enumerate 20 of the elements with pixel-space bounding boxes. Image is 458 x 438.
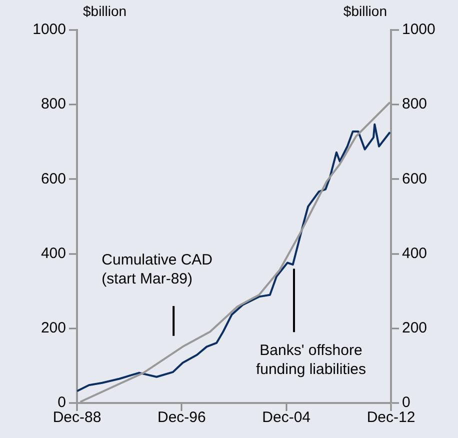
y-tick-label: 1000 [32,21,66,38]
text: Cumulative CAD (start Mar-89) [102,252,213,288]
y2-tick-label: 200 [402,320,428,337]
y-tick-label: 600 [40,170,66,188]
y-tick-label: 800 [40,96,66,113]
y-axis-title: $billion [83,2,127,19]
x-tick-label: Dec-12 [366,409,416,426]
y-tick-label: 200 [40,320,66,337]
y2-tick-label: 1000 [402,21,436,38]
y2-tick-label: 600 [402,170,428,188]
y-tick-label: 0 [58,394,66,412]
y2-tick-label: 400 [402,244,428,262]
y-tick-label: 400 [40,244,66,262]
x-tick-label: Dec-96 [157,409,206,426]
y2-axis-title: $billion [343,2,387,19]
text: Banks' offshore funding liabilities [256,342,366,378]
y2-tick-label: 800 [402,96,428,113]
y2-tick-label: 0 [402,394,410,412]
x-tick-label: Dec-88 [52,409,102,426]
x-tick-label: Dec-04 [262,409,311,426]
